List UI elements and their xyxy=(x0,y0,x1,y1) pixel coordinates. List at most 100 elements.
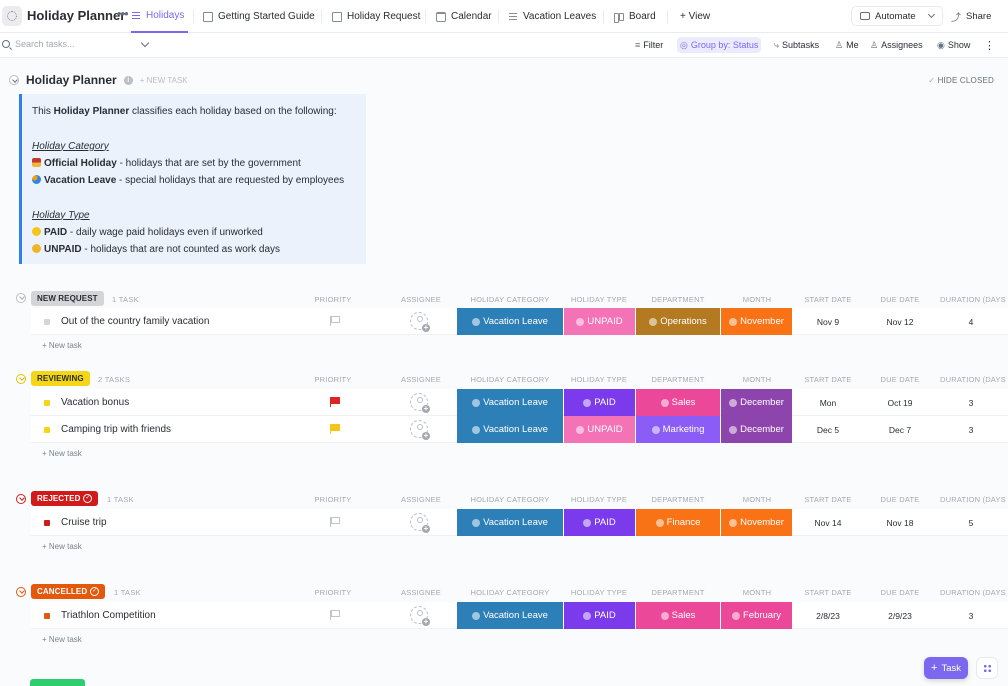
more-options-icon[interactable]: ••• xyxy=(117,6,129,21)
holiday-type-cell[interactable]: PAID xyxy=(564,602,635,629)
column-duration[interactable]: DURATION (DAYS) xyxy=(940,588,1006,597)
holiday-category-cell[interactable]: Vacation Leave xyxy=(457,308,563,335)
space-icon[interactable] xyxy=(2,6,22,26)
department-cell[interactable]: Finance xyxy=(636,509,720,536)
duration[interactable]: 5 xyxy=(968,518,974,528)
column-due-date[interactable]: DUE DATE xyxy=(880,295,920,304)
holiday-type-cell[interactable]: PAID xyxy=(564,389,635,416)
column-priority[interactable]: PRIORITY xyxy=(314,495,352,504)
add-assignee-icon[interactable] xyxy=(410,513,430,533)
column-start-date[interactable]: START DATE xyxy=(804,495,852,504)
month-cell[interactable]: December xyxy=(721,416,792,443)
flag-icon[interactable] xyxy=(329,424,340,434)
column-month[interactable]: MONTH xyxy=(742,495,772,504)
column-due-date[interactable]: DUE DATE xyxy=(880,495,920,504)
department-cell[interactable]: Sales xyxy=(636,602,720,629)
list-title[interactable]: Holiday Planner xyxy=(27,8,126,23)
column-month[interactable]: MONTH xyxy=(742,295,772,304)
new-task-button[interactable]: + New task xyxy=(42,542,82,551)
more-options-icon[interactable]: ⋮ xyxy=(984,39,995,52)
duration[interactable]: 4 xyxy=(968,317,974,327)
collapse-icon[interactable] xyxy=(16,293,26,303)
show-button[interactable]: ◉ Show xyxy=(937,39,971,51)
status-badge[interactable]: CANCELLED ✓ xyxy=(31,584,106,599)
tab-board[interactable]: Board xyxy=(614,0,656,33)
column-due-date[interactable]: DUE DATE xyxy=(880,375,920,384)
due-date[interactable]: Nov 12 xyxy=(886,317,914,327)
column-holiday-category[interactable]: HOLIDAY CATEGORY xyxy=(470,375,550,384)
column-holiday-type[interactable]: HOLIDAY TYPE xyxy=(570,295,628,304)
due-date[interactable]: Dec 7 xyxy=(888,425,912,435)
column-start-date[interactable]: START DATE xyxy=(804,588,852,597)
department-cell[interactable]: Sales xyxy=(636,389,720,416)
task-name[interactable]: Cruise trip xyxy=(61,517,107,528)
table-row[interactable]: Vacation bonus Vacation Leave PAID Sales… xyxy=(31,389,1008,416)
subtasks-button[interactable]: ⤷ Subtasks xyxy=(774,39,820,51)
table-row[interactable]: Out of the country family vacation Vacat… xyxy=(31,308,1008,335)
search-input[interactable]: Search tasks... xyxy=(15,39,75,49)
collapse-icon[interactable] xyxy=(16,494,26,504)
collapse-icon[interactable] xyxy=(9,75,19,85)
due-date[interactable]: Oct 19 xyxy=(887,398,913,408)
new-task-button[interactable]: + New task xyxy=(42,449,82,458)
column-start-date[interactable]: START DATE xyxy=(804,375,852,384)
column-priority[interactable]: PRIORITY xyxy=(314,588,352,597)
table-row[interactable]: Triathlon Competition Vacation Leave PAI… xyxy=(31,602,1008,629)
month-cell[interactable]: February xyxy=(721,602,792,629)
task-name[interactable]: Vacation bonus xyxy=(61,397,130,408)
status-square-icon[interactable] xyxy=(44,427,50,433)
column-priority[interactable]: PRIORITY xyxy=(314,295,352,304)
column-department[interactable]: DEPARTMENT xyxy=(651,295,705,304)
task-name[interactable]: Triathlon Competition xyxy=(61,610,156,621)
department-cell[interactable]: Operations xyxy=(636,308,720,335)
info-icon[interactable]: i xyxy=(123,75,133,85)
new-task-button[interactable]: + New task xyxy=(42,341,82,350)
column-assignee[interactable]: ASSIGNEE xyxy=(401,495,441,504)
due-date[interactable]: 2/9/23 xyxy=(888,611,912,621)
status-badge[interactable]: REVIEWING xyxy=(31,371,90,386)
column-month[interactable]: MONTH xyxy=(742,375,772,384)
task-name[interactable]: Out of the country family vacation xyxy=(61,316,210,327)
column-holiday-type[interactable]: HOLIDAY TYPE xyxy=(570,375,628,384)
assignees-button[interactable]: ♙ Assignees xyxy=(870,39,923,51)
holiday-type-cell[interactable]: UNPAID xyxy=(564,308,635,335)
flag-icon[interactable] xyxy=(329,397,340,407)
group-by-button[interactable]: ◎ Group by: Status xyxy=(677,37,762,53)
filter-button[interactable]: ≡ Filter xyxy=(635,40,664,50)
tab-vacation-leaves[interactable]: Vacation Leaves xyxy=(508,0,596,33)
holiday-category-cell[interactable]: Vacation Leave xyxy=(457,389,563,416)
tab-getting-started-guide[interactable]: Getting Started Guide xyxy=(203,0,315,33)
column-department[interactable]: DEPARTMENT xyxy=(651,495,705,504)
start-date[interactable]: Dec 5 xyxy=(816,425,840,435)
collapse-icon[interactable] xyxy=(16,374,26,384)
flag-icon[interactable] xyxy=(329,610,340,620)
status-badge[interactable]: NEW REQUEST xyxy=(31,291,104,306)
automate-button[interactable]: Automate xyxy=(851,6,943,26)
column-assignee[interactable]: ASSIGNEE xyxy=(401,375,441,384)
column-priority[interactable]: PRIORITY xyxy=(314,375,352,384)
holiday-category-cell[interactable]: Vacation Leave xyxy=(457,602,563,629)
new-task-button[interactable]: + New task xyxy=(42,635,82,644)
duration[interactable]: 3 xyxy=(968,425,974,435)
apps-grid-button[interactable] xyxy=(976,657,998,679)
start-date[interactable]: Nov 9 xyxy=(816,317,840,327)
add-assignee-icon[interactable] xyxy=(410,606,430,626)
status-square-icon[interactable] xyxy=(44,400,50,406)
column-holiday-category[interactable]: HOLIDAY CATEGORY xyxy=(470,295,550,304)
share-button[interactable]: ⤴ Share xyxy=(943,6,1000,26)
column-assignee[interactable]: ASSIGNEE xyxy=(401,588,441,597)
table-row[interactable]: Camping trip with friends Vacation Leave… xyxy=(31,416,1008,443)
add-assignee-icon[interactable] xyxy=(410,312,430,332)
new-task-button[interactable]: + NEW TASK xyxy=(139,75,188,85)
due-date[interactable]: Nov 18 xyxy=(886,518,914,528)
column-department[interactable]: DEPARTMENT xyxy=(651,375,705,384)
duration[interactable]: 3 xyxy=(968,398,974,408)
column-holiday-category[interactable]: HOLIDAY CATEGORY xyxy=(470,588,550,597)
column-duration[interactable]: DURATION (DAYS) xyxy=(940,495,1006,504)
column-holiday-type[interactable]: HOLIDAY TYPE xyxy=(570,495,628,504)
table-row[interactable]: Cruise trip Vacation Leave PAID Finance … xyxy=(31,509,1008,536)
flag-icon[interactable] xyxy=(329,517,340,527)
add-assignee-icon[interactable] xyxy=(410,420,430,440)
task-name[interactable]: Camping trip with friends xyxy=(61,424,172,435)
column-duration[interactable]: DURATION (DAYS) xyxy=(940,295,1006,304)
